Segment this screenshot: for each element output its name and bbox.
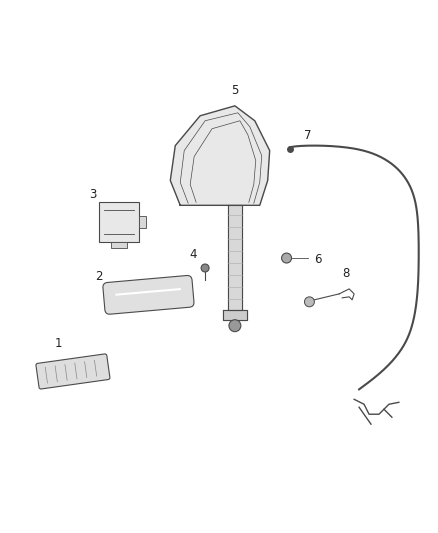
Bar <box>111 242 127 248</box>
Text: 2: 2 <box>95 270 102 284</box>
Text: 1: 1 <box>54 337 62 350</box>
Text: 5: 5 <box>231 84 239 98</box>
Text: 6: 6 <box>314 253 322 265</box>
FancyBboxPatch shape <box>36 354 110 389</box>
Text: 4: 4 <box>189 247 197 261</box>
Circle shape <box>229 320 241 332</box>
FancyBboxPatch shape <box>103 276 194 314</box>
Text: 3: 3 <box>89 188 96 201</box>
Bar <box>99 203 138 242</box>
Text: 7: 7 <box>304 129 311 142</box>
Circle shape <box>304 297 314 307</box>
Bar <box>138 216 146 228</box>
Circle shape <box>201 264 209 272</box>
Polygon shape <box>170 106 270 205</box>
Circle shape <box>282 253 292 263</box>
Polygon shape <box>223 310 247 320</box>
Text: 8: 8 <box>343 268 350 280</box>
Polygon shape <box>228 205 242 310</box>
